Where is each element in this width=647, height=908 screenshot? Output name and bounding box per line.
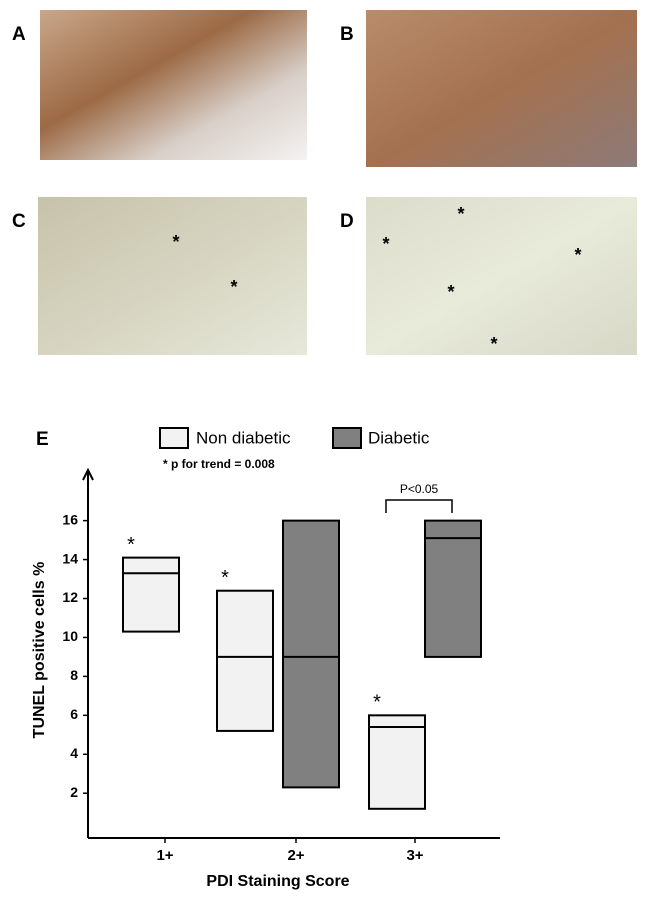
panel-label: B	[340, 24, 354, 45]
y-tick-label: 2	[70, 784, 78, 800]
significance-marker: *	[373, 692, 381, 714]
legend-label: Diabetic	[368, 428, 430, 447]
x-tick-label: 1+	[156, 847, 173, 864]
x-axis-label: PDI Staining Score	[206, 873, 349, 890]
panel-label: D	[340, 211, 354, 232]
legend-label: Non diabetic	[196, 428, 291, 447]
panel-label: A	[12, 24, 26, 45]
cell-marker: *	[447, 282, 454, 302]
y-tick-label: 10	[62, 628, 78, 644]
cell-marker: *	[490, 334, 497, 354]
x-tick-label: 2+	[287, 847, 304, 864]
y-tick-label: 12	[62, 589, 78, 605]
y-axis-label: TUNEL positive cells %	[31, 562, 48, 739]
panel-label: C	[12, 211, 26, 232]
micrograph	[40, 10, 307, 160]
micrograph	[366, 10, 637, 167]
micrograph	[38, 197, 307, 355]
legend-swatch	[332, 427, 362, 449]
significance-marker: *	[127, 534, 135, 556]
axis-arrow	[82, 467, 94, 481]
micrograph	[366, 197, 637, 355]
y-tick-label: 6	[70, 706, 78, 722]
cell-marker: *	[457, 204, 464, 224]
significance-marker: *	[221, 567, 229, 589]
x-tick-label: 3+	[406, 847, 423, 864]
note: * p for trend = 0.008	[163, 457, 275, 471]
y-tick-label: 8	[70, 667, 78, 683]
box	[424, 519, 482, 658]
box	[216, 589, 274, 732]
y-tick-label: 16	[62, 511, 78, 527]
bracket	[385, 499, 453, 513]
box	[282, 519, 340, 789]
annotation: P<0.05	[400, 482, 439, 496]
cell-marker: *	[382, 234, 389, 254]
y-tick-label: 4	[70, 745, 78, 761]
box	[368, 714, 426, 810]
y-tick-label: 14	[62, 550, 78, 566]
legend-swatch	[159, 427, 189, 449]
panel-label: E	[36, 429, 49, 450]
cell-marker: *	[230, 277, 237, 297]
cell-marker: *	[574, 245, 581, 265]
cell-marker: *	[172, 232, 179, 252]
box	[122, 556, 180, 633]
